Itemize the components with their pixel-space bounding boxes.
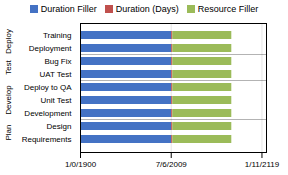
html-text:Duration (Days): Duration (Days) <box>115 4 179 14</box>
svg-text:Development: Development <box>24 109 72 118</box>
svg-text:Design: Design <box>47 122 72 131</box>
svg-text:Deploy: Deploy <box>4 29 13 54</box>
svg-text:Unit Test: Unit Test <box>41 96 73 105</box>
svg-text:Deploy to QA: Deploy to QA <box>24 83 72 92</box>
svg-text:Deployment: Deployment <box>29 44 72 53</box>
svg-text:Test: Test <box>4 59 13 74</box>
svg-text:UAT Test: UAT Test <box>39 70 72 79</box>
svg-text:Bug Fix: Bug Fix <box>44 57 71 66</box>
html-text:Resource Filler: Resource Filler <box>197 4 259 14</box>
svg-text:Plan: Plan <box>4 124 13 140</box>
svg-text:1/11/2119: 1/11/2119 <box>245 160 280 169</box>
svg-text:Develop: Develop <box>4 85 13 115</box>
svg-text:1/0/1900: 1/0/1900 <box>65 160 97 169</box>
svg-text:7/6/2009: 7/6/2009 <box>156 160 188 169</box>
html-text:Duration Filler: Duration Filler <box>40 4 97 14</box>
svg-text:Training: Training <box>43 31 72 40</box>
svg-text:Requirements: Requirements <box>22 135 72 144</box>
